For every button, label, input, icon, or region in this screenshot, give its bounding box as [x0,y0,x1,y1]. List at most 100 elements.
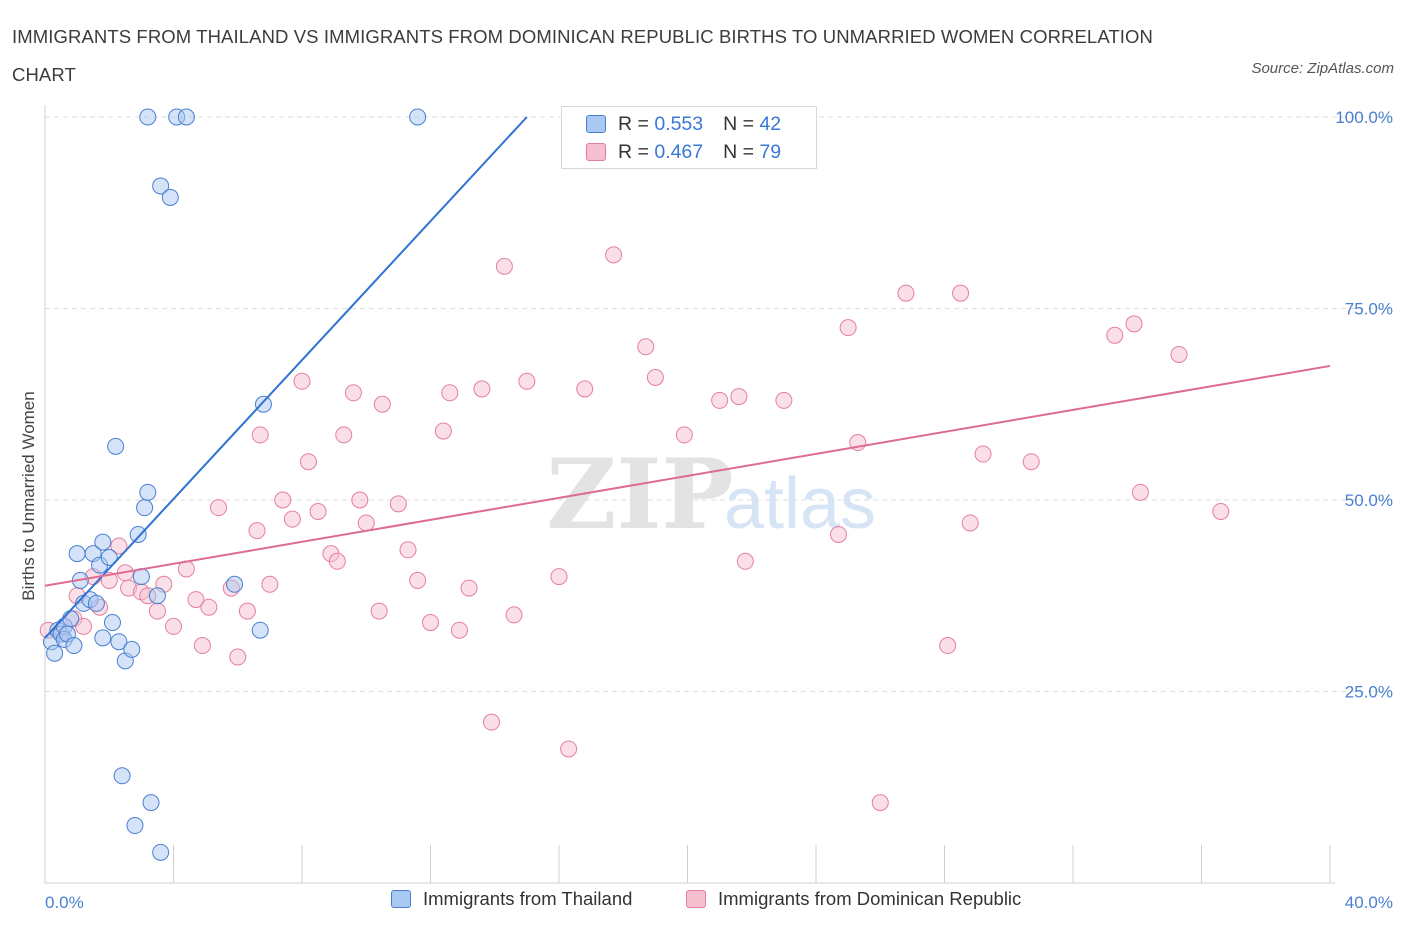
dominican-point [299,453,317,471]
thailand-point [103,614,121,632]
dominican-point [434,422,452,440]
axes [44,105,1335,884]
dominican-point [373,395,391,413]
dominican-point [148,602,166,620]
thailand-point [161,188,179,206]
dominican-legend-swatch [686,890,706,908]
n-value-dominican: 79 [759,140,782,163]
dominican-point [409,571,427,589]
dominican-point [518,372,536,390]
dominican-point [441,384,459,402]
dominican-point [399,541,417,559]
y-axis-label: Births to Unmarried Women [19,391,38,600]
dominican-point [560,740,578,758]
dominican-point [328,552,346,570]
dominican-point [829,525,847,543]
dominican-point [1170,345,1188,363]
dominican-point [209,499,227,517]
dominican-point [495,257,513,275]
dominican-point [1125,315,1143,333]
legend-row-thailand: R = 0.553 N = 42 [586,112,781,136]
dominican-point [261,575,279,593]
y-tick-label: 25.0% [1345,683,1393,702]
dominican-point [646,368,664,386]
thailand-points [42,108,427,861]
dominican-point [200,598,218,616]
dominican-point [422,614,439,632]
dominican-point [1106,326,1124,344]
x-tick-label: 0.0% [45,893,84,912]
dominican-point [675,426,693,444]
dominican-point [75,617,93,635]
thailand-point [113,767,131,785]
dominican-point [775,391,793,409]
dominican-points [39,246,1230,812]
thailand-point [226,575,244,593]
dominican-point [961,514,979,532]
dominican-point [238,602,256,620]
dominican-point [450,621,468,639]
legend-item-thailand: Immigrants from Thailand [391,888,632,910]
dominican-point [483,713,501,731]
r-value-thailand: 0.553 [654,112,704,135]
thailand-point [65,637,83,655]
dominican-point [351,491,369,509]
legend-label-dominican: Immigrants from Dominican Republic [718,888,1022,909]
r-label: R = [618,140,649,163]
source-label: Source: ZipAtlas.com [1251,60,1394,77]
thailand-point [100,548,118,566]
dominican-point [1022,453,1040,471]
thailand-point [142,794,160,812]
dominican-swatch [586,143,606,161]
thailand-swatch [586,115,606,133]
dominican-point [460,579,478,597]
trend-lines [44,116,1331,639]
dominican-point [283,510,301,528]
dominican-trend-line [44,364,1331,587]
dominican-point [839,319,857,337]
dominican-point [274,491,292,509]
n-value-thailand: 42 [759,112,782,135]
dominican-point [1131,483,1149,501]
dominican-point [711,391,729,409]
y-tick-label: 75.0% [1345,300,1393,319]
dominican-point [637,338,655,356]
dominican-point [605,246,623,264]
dominican-point [248,522,266,540]
thailand-point [46,644,64,662]
dominican-point [309,502,327,520]
y-tick-label: 100.0% [1335,108,1393,127]
thailand-point [107,437,125,455]
dominican-point [730,388,748,406]
dominican-point [335,426,353,444]
dominican-point [344,384,362,402]
thailand-point [94,533,112,551]
dominican-point [550,568,568,586]
r-label: R = [618,112,649,135]
r-value-dominican: 0.467 [654,140,704,163]
dominican-point [251,426,269,444]
dominican-point [576,380,594,398]
thailand-point [251,621,269,639]
dominican-point [165,617,182,635]
thailand-point [148,587,166,605]
legend-label-thailand: Immigrants from Thailand [423,888,633,909]
chart-title: IMMIGRANTS FROM THAILAND VS IMMIGRANTS F… [12,26,1153,85]
dominican-point [871,794,889,812]
legend-item-dominican: Immigrants from Dominican Republic [686,888,1021,910]
thailand-point [409,108,427,126]
thailand-point [87,594,105,612]
dominican-point [389,495,407,513]
dominican-point [357,514,375,532]
grid-lines [45,116,1390,692]
thailand-point [126,817,144,835]
thailand-point [152,843,170,861]
thailand-point [177,108,195,126]
series-legend: Immigrants from Thailand Immigrants from… [0,888,1406,916]
dominican-point [974,445,992,463]
dominican-point [505,606,523,624]
thailand-point [136,499,154,517]
thailand-point [152,177,170,195]
thailand-point [139,483,157,501]
